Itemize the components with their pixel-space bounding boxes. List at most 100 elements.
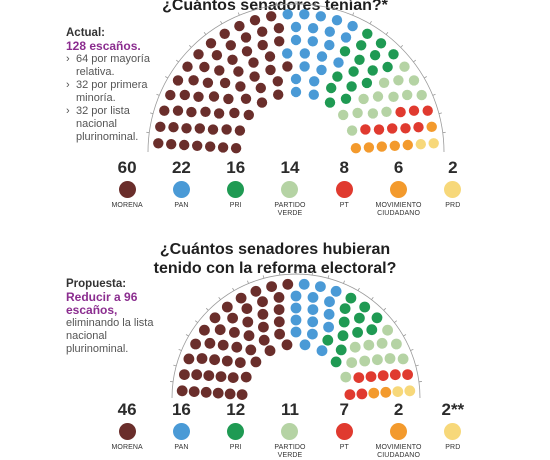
seat-pri — [359, 302, 370, 313]
seat-pt — [378, 370, 389, 381]
arc-tick — [416, 365, 419, 366]
legend-swatch — [281, 181, 298, 198]
party-name: PAN — [154, 444, 208, 452]
seat-morena — [153, 138, 163, 148]
seat-count-label: 16 — [209, 158, 263, 178]
seat-morena — [231, 143, 241, 153]
seat-partido-verde — [358, 94, 368, 104]
seat-partido-verde — [398, 354, 409, 365]
seat-morena — [205, 338, 216, 349]
seat-morena — [159, 106, 169, 116]
arc-tick — [173, 365, 176, 366]
seat-pan — [316, 11, 326, 21]
seat-movimiento-ciudadano — [368, 388, 379, 399]
seat-morena — [229, 108, 239, 118]
party-name: MORENA — [100, 444, 154, 452]
arc-tick — [238, 12, 239, 15]
seat-partido-verde — [340, 372, 351, 383]
seat-pan — [309, 76, 319, 86]
seat-pt — [390, 369, 401, 380]
seat-movimiento-ciudadano — [380, 387, 391, 398]
seat-morena — [200, 107, 210, 117]
seat-pan — [307, 316, 318, 327]
seat-count-label: 7 — [317, 400, 371, 420]
seat-morena — [274, 304, 285, 315]
legend-swatch — [390, 181, 407, 198]
seat-morena — [165, 90, 175, 100]
arc-tick — [394, 321, 396, 323]
seat-morena — [226, 40, 236, 50]
arc-tick — [195, 321, 197, 323]
seat-morena — [236, 293, 247, 304]
arc-tick — [233, 288, 235, 291]
seat-morena — [179, 140, 189, 150]
arc-tick — [370, 21, 372, 24]
seat-morena — [173, 106, 183, 116]
parliament-chart-1 — [170, 271, 422, 400]
seat-partido-verde — [373, 91, 383, 101]
seat-morena — [205, 141, 215, 151]
seat-pan — [317, 345, 328, 356]
seat-morena — [191, 369, 202, 380]
seat-morena — [208, 124, 218, 134]
seat-pt — [357, 389, 368, 400]
seat-pan — [291, 303, 302, 314]
seat-morena — [274, 36, 284, 46]
seat-pri — [326, 83, 336, 93]
seat-morena — [197, 353, 208, 364]
party-name: PRI — [209, 202, 263, 210]
seat-morena — [222, 302, 233, 313]
seat-morena — [173, 75, 183, 85]
seat-morena — [241, 32, 251, 42]
seat-morena — [266, 11, 276, 21]
seat-pan — [324, 296, 335, 307]
seat-pri — [352, 327, 363, 338]
seat-morena — [218, 340, 229, 351]
seat-morena — [265, 345, 276, 356]
seat-pri — [362, 29, 372, 39]
seat-morena — [192, 141, 202, 151]
arc-tick — [176, 60, 178, 62]
seat-morena — [231, 342, 242, 353]
seat-pri — [339, 317, 350, 328]
arc-tick — [156, 94, 159, 95]
seat-pt — [413, 122, 423, 132]
seat-partido-verde — [381, 107, 391, 117]
seat-morena — [195, 123, 205, 133]
seat-morena — [188, 75, 198, 85]
seat-pan — [291, 327, 302, 338]
seat-morena — [282, 339, 293, 350]
seat-pri — [346, 293, 357, 304]
seat-morena — [245, 345, 256, 356]
arc-tick — [189, 45, 191, 47]
seat-count-label: 14 — [263, 158, 317, 178]
seat-pt — [409, 106, 419, 116]
parliament-chart-0 — [146, 1, 445, 153]
arc-tick — [219, 297, 221, 299]
seat-morena — [193, 49, 203, 59]
arc-tick — [439, 113, 442, 114]
party-name: PT — [317, 444, 371, 452]
seat-pan — [331, 286, 342, 297]
seat-morena — [180, 90, 190, 100]
seat-morena — [244, 110, 254, 120]
seat-count-label: 6 — [371, 158, 425, 178]
party-name: PRD — [426, 444, 480, 452]
seat-partido-verde — [391, 339, 402, 350]
seat-morena — [199, 62, 209, 72]
legend-swatch — [227, 181, 244, 198]
seat-pri — [325, 97, 335, 107]
seat-pan — [291, 291, 302, 302]
seat-morena — [209, 354, 220, 365]
seat-morena — [203, 78, 213, 88]
seat-morena — [227, 55, 237, 65]
seat-pt — [360, 124, 370, 134]
seat-partido-verde — [388, 92, 398, 102]
seat-morena — [216, 371, 227, 382]
seat-morena — [220, 78, 230, 88]
seat-morena — [213, 388, 224, 399]
